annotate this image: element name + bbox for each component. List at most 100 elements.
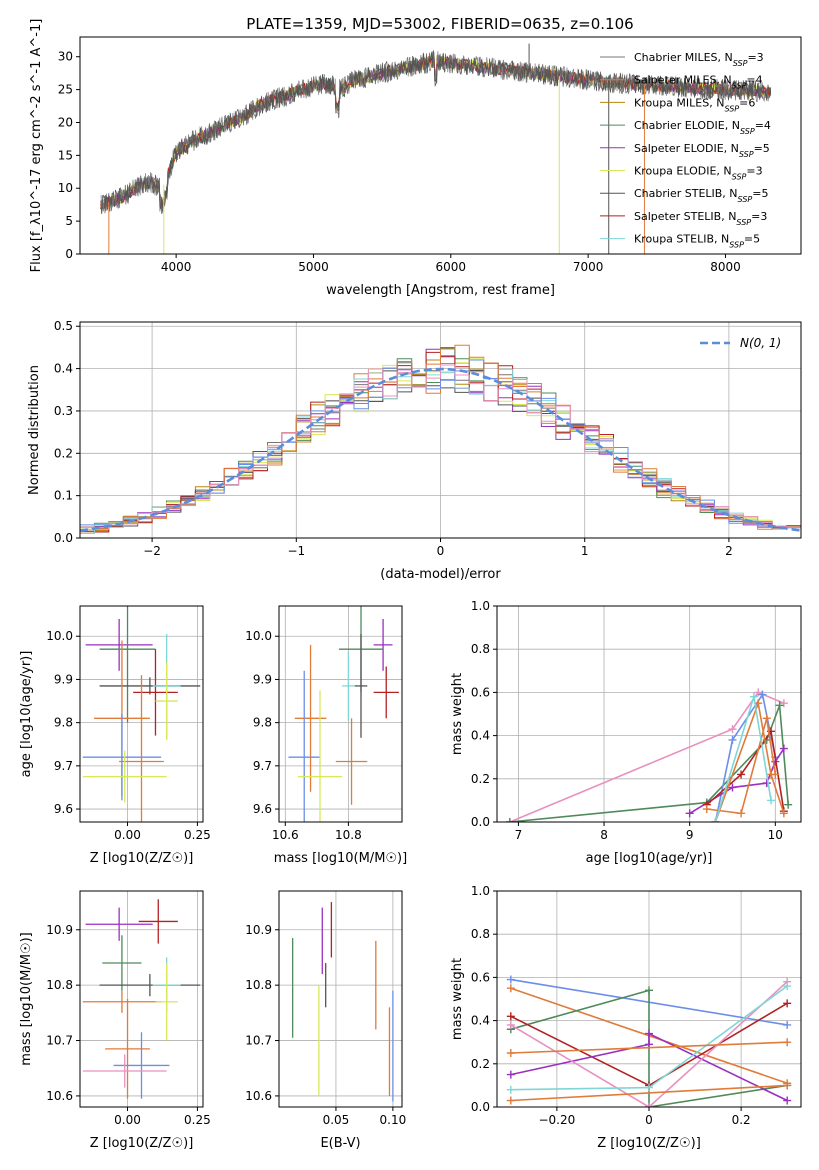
weight-marker — [767, 770, 776, 779]
weight-marker — [645, 1029, 653, 1038]
y-tick-label: 0.0 — [54, 531, 73, 545]
x-tick-label: 0 — [437, 544, 445, 558]
y-tick-label: 9.9 — [253, 672, 272, 686]
y-tick-label: 0.4 — [54, 362, 73, 376]
weight-marker — [506, 1049, 515, 1057]
y-tick-label: 0.4 — [471, 729, 490, 743]
x-axis-label: Z [log10(Z/Z☉)] — [597, 1136, 701, 1151]
weight-marker — [783, 1038, 792, 1047]
x-tick-label: 0.10 — [380, 1113, 407, 1127]
y-tick-label: 30 — [58, 50, 73, 64]
ebv-vs-mass-panel: 0.05 0.10 10.6 10.7 10.8 10.9 E(B-V) — [245, 890, 407, 1151]
weight-marker — [749, 692, 758, 701]
weight-marker — [762, 779, 771, 788]
axes-frame — [79, 36, 802, 255]
x-tick-label: 2 — [725, 544, 733, 558]
weight-marker — [737, 770, 746, 779]
x-tick-label: −2 — [143, 544, 161, 558]
x-tick-label: 10.6 — [272, 828, 299, 842]
x-axis-label: age [log10(age/yr)] — [586, 851, 713, 866]
y-tick-label: 0.6 — [471, 685, 490, 699]
weight-marker — [506, 1020, 515, 1029]
z-vs-mass-panel: 0.00 0.25 10.6 10.7 10.8 10.9 Z [log10(Z/Z☉)] m… — [19, 890, 211, 1151]
weight-marker — [506, 1085, 515, 1094]
y-tick-label: 9.8 — [54, 716, 73, 730]
weight-marker — [762, 714, 771, 723]
plot-background — [279, 891, 402, 1107]
weight-marker — [645, 986, 653, 995]
weight-lines — [506, 975, 792, 1107]
figure-title: PLATE=1359, MJD=53002, FIBERID=0635, z=0… — [246, 15, 633, 33]
x-tick-label: 7000 — [573, 260, 604, 274]
y-tick-label: 9.7 — [54, 759, 73, 773]
y-tick-label: 9.8 — [253, 716, 272, 730]
y-tick-label: 10.6 — [46, 1089, 73, 1103]
y-tick-label: 10.8 — [245, 978, 272, 992]
y-axis-label: age [log10(age/yr)] — [19, 651, 34, 778]
y-tick-label: 25 — [58, 83, 73, 97]
weight-marker — [506, 984, 515, 993]
y-tick-label: 0.8 — [471, 642, 490, 656]
errorbar-group — [288, 606, 399, 822]
z-vs-age-panel: 0.00 0.25 9.6 9.7 9.8 9.9 10.0 Z [log10(Z/Z☉)] a… — [19, 605, 211, 866]
mass-vs-age-panel: 10.6 10.8 9.6 9.7 9.8 9.9 10.0 mass [log10(M/M☉… — [245, 605, 407, 866]
weight-marker — [775, 701, 784, 710]
weight-marker — [506, 1012, 515, 1021]
legend-entry: Salpeter MILES, NSSP=4 — [634, 74, 763, 91]
y-tick-label: 10.7 — [46, 1034, 73, 1048]
y-tick-label: 0.2 — [471, 1057, 490, 1071]
axes-frame — [496, 890, 802, 1108]
weight-series-line — [510, 1041, 788, 1054]
spectrum-panel: 4000 5000 6000 7000 8000 0 5 10 15 20 25 30 waveleng… — [29, 19, 802, 298]
residual-histogram — [80, 344, 801, 530]
x-axis-label: wavelength [Angstrom, rest frame] — [326, 283, 555, 298]
x-axis-label: (data-model)/error — [380, 567, 501, 582]
y-tick-label: 0.4 — [471, 1014, 490, 1028]
x-tick-label: 0.2 — [732, 1113, 751, 1127]
y-tick-label: 0.2 — [471, 772, 490, 786]
x-tick-label: 0.00 — [114, 1113, 141, 1127]
legend-entry: Kroupa STELIB, NSSP=5 — [634, 233, 760, 250]
y-tick-label: 0.6 — [471, 970, 490, 984]
x-tick-label: 9 — [686, 828, 694, 842]
weight-marker — [783, 999, 792, 1008]
axes-frame — [496, 605, 802, 823]
x-tick-label: 0.05 — [323, 1113, 350, 1127]
x-tick-label: 1 — [581, 544, 589, 558]
x-tick-label: 8000 — [710, 260, 741, 274]
y-tick-label: 0.8 — [471, 927, 490, 941]
weight-series-line — [510, 1032, 788, 1102]
legend-entry: Chabrier MILES, NSSP=3 — [634, 51, 764, 68]
weight-series-line — [510, 981, 788, 1107]
y-tick-label: 9.6 — [253, 802, 272, 816]
legend-entry: Kroupa ELODIE, NSSP=3 — [634, 165, 763, 182]
axes-frame — [79, 605, 204, 823]
histogram-lines — [80, 344, 801, 534]
x-tick-label: 4000 — [161, 260, 192, 274]
weight-marker — [645, 1103, 653, 1107]
axes-frame — [278, 890, 403, 1108]
y-tick-label: 10 — [58, 181, 73, 195]
weight-series-line — [714, 700, 785, 822]
y-tick-label: 9.7 — [253, 759, 272, 773]
weight-marker — [779, 744, 788, 753]
weight-marker — [506, 1070, 515, 1079]
x-tick-label: 8 — [600, 828, 608, 842]
y-tick-label: 9.9 — [54, 672, 73, 686]
weight-marker — [754, 688, 763, 697]
weight-series-line — [510, 989, 788, 1107]
y-tick-label: 10.6 — [245, 1089, 272, 1103]
y-tick-label: 0.3 — [54, 404, 73, 418]
weight-marker — [779, 699, 788, 708]
weight-marker — [783, 1020, 792, 1029]
x-tick-label: 7 — [515, 828, 523, 842]
x-tick-label: 0.25 — [184, 828, 211, 842]
weight-series-line — [706, 729, 785, 812]
weight-marker — [506, 975, 515, 984]
y-tick-label: 10.7 — [245, 1034, 272, 1048]
x-tick-label: −1 — [287, 544, 305, 558]
x-tick-label: 10.8 — [335, 828, 362, 842]
y-tick-label: 10.0 — [46, 629, 73, 643]
spectrum-lines — [100, 43, 772, 254]
